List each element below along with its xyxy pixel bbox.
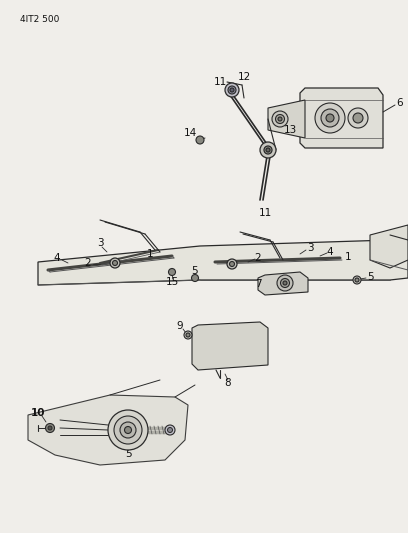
Circle shape	[278, 117, 282, 121]
Text: 4: 4	[327, 247, 333, 257]
Circle shape	[184, 331, 192, 339]
Polygon shape	[300, 88, 383, 148]
Circle shape	[264, 146, 272, 154]
Text: 9: 9	[177, 321, 183, 331]
Text: 5: 5	[367, 272, 373, 282]
Text: 5: 5	[125, 449, 131, 459]
Circle shape	[277, 275, 293, 291]
Text: 4IT2 500: 4IT2 500	[20, 15, 60, 24]
Text: 1: 1	[345, 252, 351, 262]
Circle shape	[196, 136, 204, 144]
Polygon shape	[192, 322, 268, 370]
Circle shape	[124, 426, 131, 433]
Circle shape	[355, 278, 359, 282]
Circle shape	[315, 103, 345, 133]
Circle shape	[348, 108, 368, 128]
Circle shape	[227, 259, 237, 269]
Circle shape	[114, 416, 142, 444]
Circle shape	[48, 426, 52, 430]
Circle shape	[326, 114, 334, 122]
Polygon shape	[370, 225, 408, 268]
Circle shape	[168, 427, 173, 432]
Circle shape	[186, 333, 190, 337]
Text: 15: 15	[165, 277, 179, 287]
Circle shape	[229, 262, 235, 266]
Polygon shape	[258, 272, 308, 295]
Text: 8: 8	[225, 378, 231, 388]
Circle shape	[266, 148, 270, 152]
Text: 12: 12	[237, 72, 251, 82]
Text: 3: 3	[307, 243, 313, 253]
Text: 2: 2	[85, 258, 91, 268]
Circle shape	[272, 111, 288, 127]
Circle shape	[321, 109, 339, 127]
Circle shape	[281, 279, 290, 287]
Text: 2: 2	[255, 253, 261, 263]
Circle shape	[110, 258, 120, 268]
Text: 1: 1	[147, 249, 153, 259]
Circle shape	[353, 113, 363, 123]
Circle shape	[191, 274, 199, 281]
Text: 6: 6	[397, 98, 404, 108]
Text: 4: 4	[54, 253, 60, 263]
Circle shape	[169, 269, 175, 276]
Circle shape	[113, 261, 118, 265]
Text: 5: 5	[191, 266, 197, 276]
Polygon shape	[28, 395, 188, 465]
Circle shape	[260, 142, 276, 158]
Circle shape	[46, 424, 55, 432]
Polygon shape	[38, 240, 408, 285]
Text: 13: 13	[284, 125, 297, 135]
Text: 11: 11	[258, 208, 272, 218]
Circle shape	[275, 115, 284, 124]
Text: 7: 7	[255, 279, 261, 289]
Circle shape	[353, 276, 361, 284]
Circle shape	[225, 83, 239, 97]
Text: 10: 10	[31, 408, 45, 418]
Text: 11: 11	[213, 77, 226, 87]
Circle shape	[165, 425, 175, 435]
Polygon shape	[268, 100, 305, 138]
Circle shape	[228, 86, 236, 94]
Text: 3: 3	[97, 238, 103, 248]
Circle shape	[120, 422, 136, 438]
Circle shape	[230, 88, 234, 92]
Text: 14: 14	[183, 128, 197, 138]
Circle shape	[283, 281, 287, 285]
Circle shape	[108, 410, 148, 450]
